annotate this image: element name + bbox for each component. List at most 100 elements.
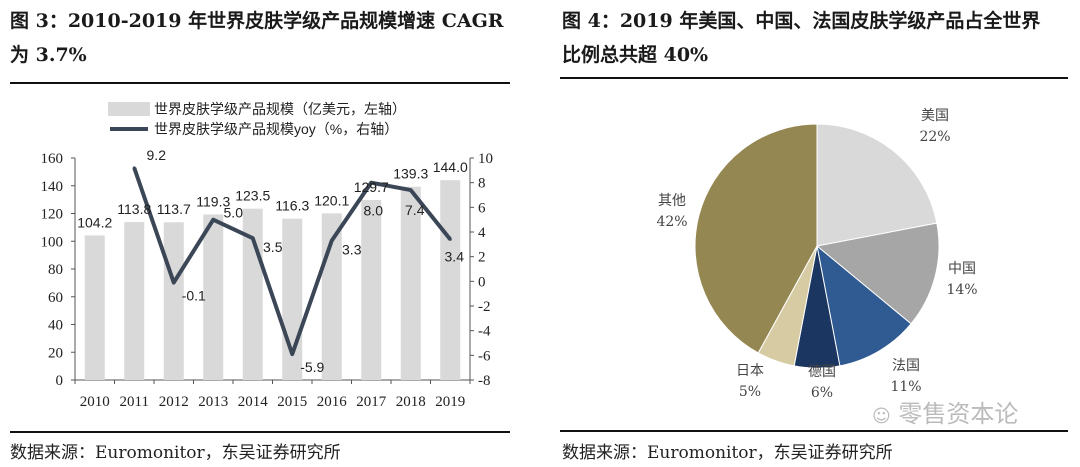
x-tick-label: 2015	[277, 394, 307, 410]
pie-label-pct: 14%	[946, 282, 977, 298]
right-tick-label: 0	[478, 274, 486, 290]
x-tick-label: 2012	[159, 394, 189, 410]
right-tick-label: 10	[478, 151, 493, 167]
right-chart-title: 图 4：2019 年美国、中国、法国皮肤学级产品占全世界 比例总共超 40%	[562, 4, 1040, 72]
line-data-label: 3.4	[445, 248, 465, 264]
pie-label-name: 其他	[658, 193, 686, 209]
bar	[203, 214, 224, 380]
yoy-point	[251, 236, 255, 240]
left-chart-title: 图 3：2010-2019 年世界皮肤学级产品规模增速 CAGR 为 3.7%	[10, 4, 504, 72]
right-tick-label: 6	[478, 200, 486, 216]
legend-bar-swatch	[108, 102, 150, 116]
left-tick-label: 20	[48, 345, 63, 361]
pie-chart: 美国 22% 中国 14% 法国 11% 德国 6% 日本 5% 其他 42%	[656, 108, 977, 401]
pie-label-pct: 5%	[739, 384, 761, 400]
bar-data-label: 116.3	[275, 198, 309, 214]
bar-data-label: 120.1	[314, 192, 349, 208]
divider	[560, 430, 1068, 432]
bar	[163, 222, 184, 380]
line-data-label: 5.0	[224, 205, 244, 221]
watermark: ☺ 零售资本论	[872, 401, 1018, 430]
bar-line-chart: 世界皮肤学级产品规模（亿美元，左轴）世界皮肤学级产品规模yoy（%，右轴）020…	[41, 101, 494, 410]
divider	[560, 77, 1068, 79]
bar-data-label: 104.2	[77, 214, 112, 230]
yoy-point	[448, 237, 452, 241]
pie-label-name: 法国	[892, 358, 920, 374]
left-tick-label: 0	[56, 373, 64, 389]
right-tick-label: -4	[478, 324, 491, 340]
line-data-label: 7.4	[405, 202, 425, 218]
right-tick-label: -8	[478, 373, 491, 389]
bar	[361, 200, 382, 380]
title-line-2: 比例总共超 40%	[562, 44, 709, 66]
x-tick-label: 2011	[120, 394, 149, 410]
right-tick-label: 4	[478, 225, 486, 241]
pie-slice	[815, 222, 940, 325]
yoy-point	[211, 218, 215, 222]
pie-label-name: 中国	[948, 261, 976, 277]
bar	[440, 180, 461, 380]
left-tick-label: 140	[41, 179, 64, 195]
yoy-point	[290, 352, 294, 356]
line-data-label: 3.3	[342, 242, 362, 258]
left-tick-label: 100	[41, 234, 64, 250]
legend-line-label: 世界皮肤学级产品规模yoy（%，右轴）	[154, 121, 398, 137]
line-data-label: 8.0	[364, 203, 384, 219]
pie-slice	[694, 123, 818, 354]
pie-slice	[816, 244, 912, 367]
x-tick-label: 2017	[356, 394, 387, 410]
bar-data-label: 119.3	[196, 193, 230, 209]
pie-label-pct: 22%	[919, 129, 950, 145]
left-source: 数据来源：Euromonitor，东吴证券研究所	[10, 443, 341, 463]
pie-label-pct: 6%	[811, 385, 833, 401]
yoy-point	[409, 188, 413, 192]
pie-label-name: 德国	[808, 364, 836, 380]
title-line-1: 图 3：2010-2019 年世界皮肤学级产品规模增速 CAGR	[10, 10, 504, 32]
bar	[400, 186, 421, 380]
pie-label-pct: 42%	[656, 214, 687, 230]
line-data-label: -0.1	[182, 288, 206, 304]
bar	[84, 235, 105, 380]
bar	[124, 222, 145, 380]
x-tick-label: 2018	[396, 394, 426, 410]
bar-data-label: 129.7	[354, 179, 389, 195]
right-tick-label: -6	[478, 348, 491, 364]
left-tick-label: 160	[41, 151, 64, 167]
yoy-point	[132, 166, 136, 170]
right-tick-label: 2	[478, 250, 486, 266]
pie-label-name: 日本	[736, 363, 764, 379]
yoy-point	[172, 281, 176, 285]
bar-data-label: 144.0	[433, 159, 468, 175]
line-data-label: 9.2	[147, 147, 167, 163]
x-tick-label: 2014	[238, 394, 269, 410]
right-tick-label: 8	[478, 176, 486, 192]
right-source: 数据来源：Euromonitor，东吴证券研究所	[562, 443, 893, 463]
bar-data-label: 123.5	[235, 188, 270, 204]
title-line-1: 图 4：2019 年美国、中国、法国皮肤学级产品占全世界	[562, 10, 1041, 32]
left-tick-label: 40	[48, 318, 63, 334]
x-tick-label: 2016	[317, 394, 348, 410]
left-tick-label: 80	[48, 262, 63, 278]
divider	[10, 82, 510, 84]
title-line-2: 为 3.7%	[10, 44, 87, 66]
pie-label-pct: 11%	[890, 379, 921, 395]
right-tick-label: -2	[478, 299, 491, 315]
left-tick-label: 60	[48, 290, 63, 306]
x-tick-label: 2013	[198, 394, 228, 410]
line-data-label: -5.9	[300, 359, 324, 375]
watermark-text: 零售资本论	[898, 400, 1019, 428]
bar-data-label: 113.8	[117, 201, 151, 217]
yoy-point	[330, 239, 334, 243]
pie-label-name: 美国	[921, 108, 949, 124]
divider	[10, 431, 510, 433]
bar-data-label: 113.7	[157, 201, 191, 217]
yoy-point	[369, 181, 373, 185]
pie-slice	[816, 123, 938, 247]
legend-bar-label: 世界皮肤学级产品规模（亿美元，左轴）	[154, 101, 406, 117]
wechat-icon: ☺	[872, 406, 891, 427]
x-tick-label: 2010	[80, 394, 110, 410]
line-data-label: 3.5	[263, 239, 283, 255]
x-tick-label: 2019	[435, 394, 465, 410]
bar-data-label: 139.3	[393, 166, 428, 182]
left-tick-label: 120	[41, 207, 64, 223]
